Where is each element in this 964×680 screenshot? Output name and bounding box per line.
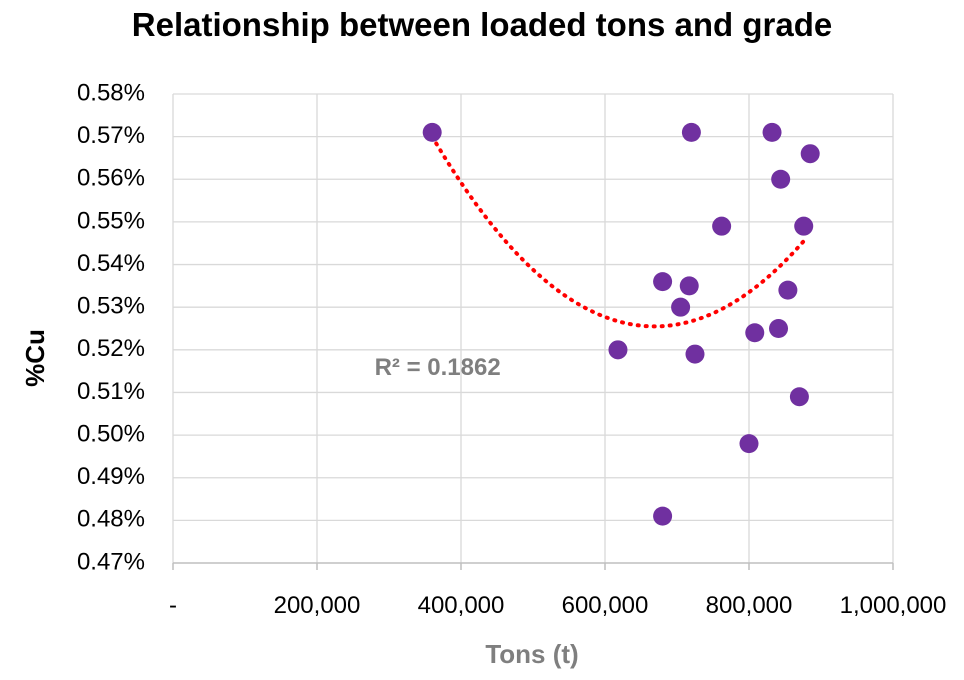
data-point [794,216,814,236]
y-tick-label: 0.55% [77,207,145,234]
x-tick-labels: - 200,000 400,000 600,000 800,000 1,000,000 [169,592,946,619]
data-point [422,122,442,142]
r-squared-label: R² = 0.1862 [375,354,501,381]
data-point [739,434,759,454]
data-point [771,169,791,189]
data-point [762,122,782,142]
y-tick-label: 0.47% [77,548,145,575]
data-point [769,319,789,338]
trendline [430,134,806,329]
x-tick-label: 400,000 [418,592,505,619]
axes [172,94,894,570]
data-points [422,122,820,526]
data-point [778,280,798,300]
y-tick-label: 0.54% [77,250,145,277]
y-tick-labels: 0.47% 0.48% 0.49% 0.50% 0.51% 0.52% 0.53% 0.54%… [77,79,145,575]
x-tick-label: 1,000,000 [840,592,947,619]
data-point [653,272,673,292]
data-point [653,506,673,526]
data-point [800,144,820,164]
trendline-group [430,134,806,329]
data-point [679,276,699,296]
x-axis-title: Tons (t) [485,639,578,669]
data-point [789,387,809,407]
data-point [681,122,701,142]
y-tick-label: 0.48% [77,506,145,533]
y-tick-label: 0.51% [77,378,145,405]
data-point [671,297,691,317]
y-tick-label: 0.58% [77,79,145,106]
y-tick-label: 0.52% [77,335,145,362]
y-axis-title: %Cu [20,329,50,387]
x-tick-label: - [169,592,177,619]
y-tick-label: 0.49% [77,463,145,490]
x-tick-label: 800,000 [706,592,793,619]
x-tick-label: 200,000 [274,592,361,619]
y-tick-label: 0.56% [77,165,145,192]
data-point [685,344,705,364]
annotations: R² = 0.1862 [375,354,501,381]
y-tick-label: 0.53% [77,293,145,320]
data-point [712,216,732,236]
y-tick-label: 0.57% [77,122,145,149]
y-tick-label: 0.50% [77,420,145,447]
data-point [608,340,628,360]
x-tick-label: 600,000 [562,592,649,619]
chart-title: Relationship between loaded tons and gra… [131,6,833,43]
data-point [745,323,765,343]
